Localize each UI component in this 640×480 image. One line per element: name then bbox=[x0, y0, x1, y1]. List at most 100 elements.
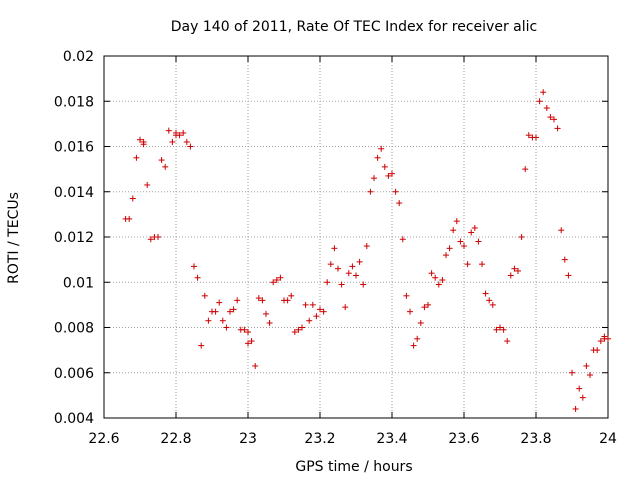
data-point bbox=[309, 301, 316, 308]
data-point bbox=[381, 163, 388, 170]
data-point bbox=[356, 258, 363, 265]
data-point bbox=[471, 224, 478, 231]
data-point bbox=[162, 163, 169, 170]
data-point bbox=[417, 319, 424, 326]
y-tick-label: 0.01 bbox=[63, 275, 94, 291]
y-tick-label: 0.006 bbox=[54, 366, 94, 382]
data-point bbox=[266, 319, 273, 326]
data-point bbox=[345, 270, 352, 277]
data-point bbox=[212, 308, 219, 315]
data-point bbox=[533, 134, 539, 141]
data-point bbox=[443, 252, 449, 259]
x-tick-label: 23.8 bbox=[520, 431, 551, 447]
data-point bbox=[569, 369, 575, 376]
data-point bbox=[137, 136, 143, 143]
data-point bbox=[126, 215, 133, 222]
data-point bbox=[201, 292, 208, 299]
x-tick-label: 23.2 bbox=[304, 431, 335, 447]
data-point bbox=[291, 329, 298, 336]
y-tick-label: 0.018 bbox=[54, 94, 94, 110]
data-point bbox=[457, 238, 464, 245]
data-point bbox=[576, 385, 583, 392]
data-point bbox=[464, 261, 471, 268]
data-point bbox=[158, 157, 165, 164]
data-point bbox=[407, 308, 413, 315]
data-point bbox=[288, 292, 295, 299]
data-point bbox=[536, 98, 543, 105]
x-tick-label: 24 bbox=[599, 431, 617, 447]
data-point bbox=[486, 297, 493, 304]
y-tick-labels: 0.004 0.006 0.008 0.01 0.012 0.014 0.016 0.018 0… bbox=[54, 49, 94, 427]
grid bbox=[104, 56, 608, 418]
data-point bbox=[522, 166, 529, 173]
data-point bbox=[241, 326, 248, 333]
data-point bbox=[317, 306, 323, 313]
data-point bbox=[198, 342, 205, 349]
data-point bbox=[374, 154, 381, 161]
data-point bbox=[165, 127, 172, 134]
data-point bbox=[140, 141, 147, 148]
x-axis-label: GPS time / hours bbox=[295, 459, 412, 475]
data-point bbox=[335, 265, 341, 272]
data-point bbox=[525, 132, 532, 139]
data-point bbox=[561, 256, 568, 263]
data-point bbox=[565, 272, 572, 279]
data-point bbox=[432, 274, 439, 281]
data-point bbox=[453, 218, 460, 225]
data-point bbox=[543, 105, 550, 112]
data-point bbox=[500, 326, 507, 333]
y-tick-label: 0.014 bbox=[54, 185, 94, 201]
data-point bbox=[234, 297, 241, 304]
data-point bbox=[482, 290, 489, 297]
data-point bbox=[248, 338, 255, 345]
data-point bbox=[255, 295, 262, 302]
data-point bbox=[518, 234, 525, 240]
data-point bbox=[594, 347, 601, 354]
data-point bbox=[227, 308, 233, 315]
data-point bbox=[410, 342, 417, 349]
data-point bbox=[493, 326, 500, 333]
data-point bbox=[263, 310, 269, 317]
y-axis-label: ROTI / TECUs bbox=[6, 192, 22, 284]
data-point bbox=[497, 324, 503, 331]
data-point bbox=[551, 116, 557, 123]
data-point bbox=[277, 274, 284, 281]
data-point bbox=[547, 114, 554, 121]
data-point bbox=[403, 292, 410, 299]
data-point bbox=[414, 335, 421, 342]
data-point bbox=[306, 317, 313, 324]
x-tick-label: 23.6 bbox=[448, 431, 479, 447]
data-point bbox=[507, 272, 514, 279]
data-point bbox=[461, 243, 467, 250]
data-point bbox=[349, 263, 356, 270]
data-point bbox=[511, 265, 518, 272]
data-point bbox=[194, 274, 201, 281]
data-point bbox=[389, 170, 395, 177]
data-point bbox=[475, 238, 482, 245]
data-point bbox=[147, 236, 154, 243]
data-point bbox=[252, 362, 259, 369]
data-point bbox=[601, 333, 608, 340]
data-point bbox=[572, 405, 579, 412]
data-point bbox=[245, 329, 251, 336]
data-point bbox=[230, 306, 237, 313]
data-point bbox=[331, 245, 338, 252]
data-point bbox=[180, 129, 187, 136]
data-point bbox=[504, 338, 511, 345]
data-point bbox=[605, 335, 611, 342]
data-point bbox=[295, 326, 302, 333]
data-point bbox=[435, 281, 442, 288]
data-point bbox=[446, 245, 453, 252]
x-tick-label: 23 bbox=[239, 431, 257, 447]
data-point bbox=[173, 129, 179, 136]
data-point bbox=[176, 132, 183, 139]
data-point bbox=[378, 145, 385, 152]
data-point bbox=[540, 89, 547, 96]
data-point bbox=[259, 297, 266, 304]
data-point bbox=[133, 154, 140, 161]
x-tick-labels: 22.6 22.8 23 23.2 23.4 23.6 23.8 24 bbox=[88, 431, 617, 447]
data-point bbox=[515, 267, 521, 274]
x-tick-label: 23.4 bbox=[376, 431, 407, 447]
x-tick-label: 22.6 bbox=[88, 431, 119, 447]
